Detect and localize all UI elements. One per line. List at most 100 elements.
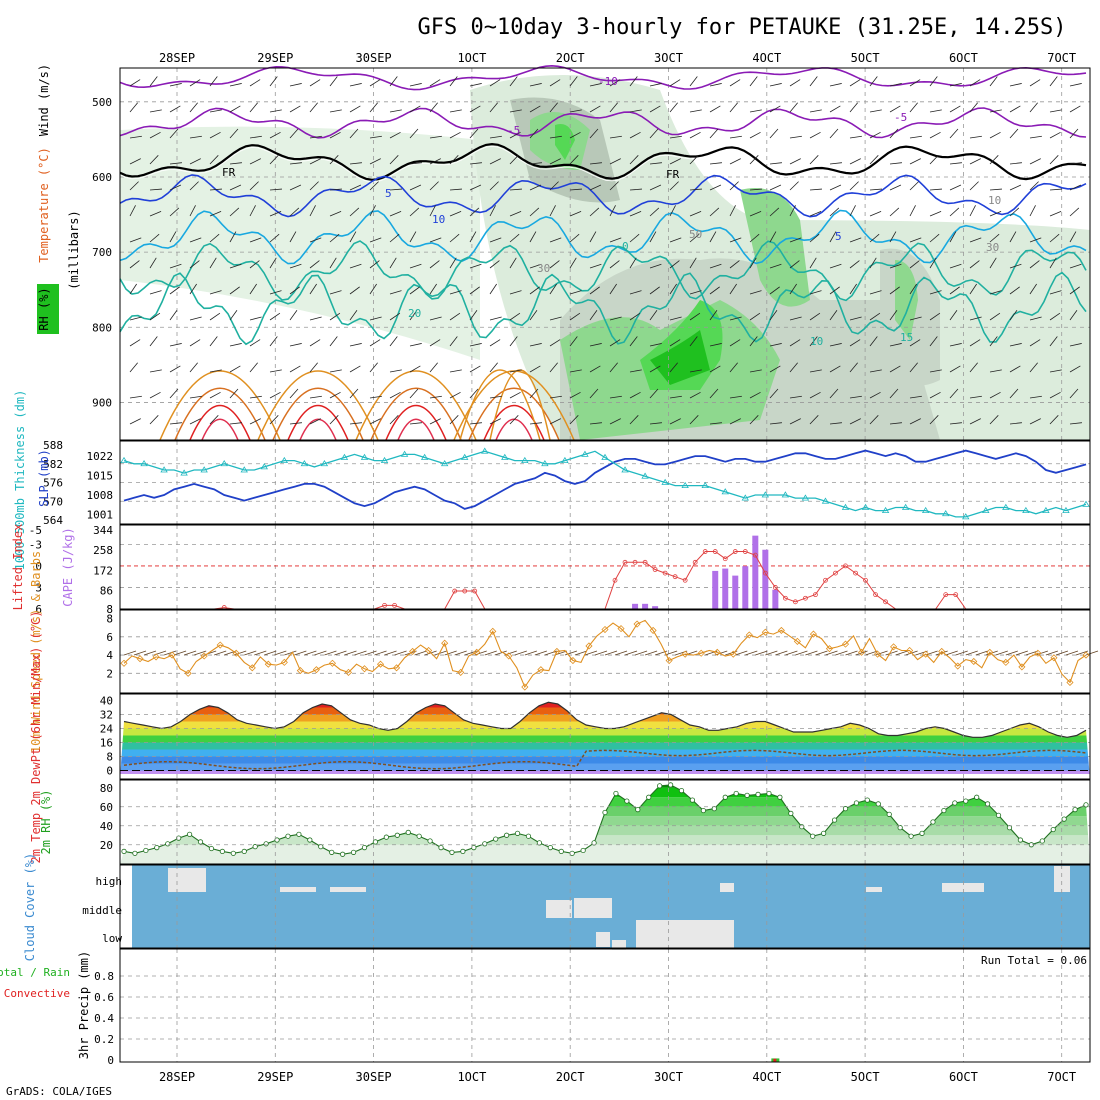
wind-barb [909,79,921,87]
wind-barb [1009,128,1019,139]
thickness-marker [821,497,830,504]
contour-minus5 [119,107,1087,139]
wind-barb [249,260,260,269]
wind-barb [129,102,138,113]
wind-barb [769,365,781,373]
wind-marker [232,649,240,657]
wind-barb [749,109,762,113]
wind-barb [795,650,808,656]
wind-barb [349,388,359,399]
wind-barb [289,83,302,87]
thickness-marker [621,466,629,473]
rh-marker [941,807,947,814]
wind-barb [969,102,978,113]
contour-warm [272,387,364,441]
wind-marker [1066,678,1074,687]
wind-barb [845,650,858,656]
wind-barb [889,422,902,425]
rh-marker [777,794,783,800]
wind-barb [189,205,196,217]
wind-marker [970,657,978,666]
wind-barb [489,395,502,399]
wind-barb [649,422,662,425]
wind-barb [494,650,507,656]
wind-barb [249,283,257,295]
wind-barb [729,79,741,87]
wind-barb [429,158,441,165]
wind-barb [129,135,142,139]
contour-15 [119,240,1087,302]
wind-barb [169,286,180,295]
wind-barb [549,205,556,217]
wind-barb [1009,365,1021,373]
contour-warm [201,418,239,441]
wind-barb [649,310,658,321]
ylabel-slp: SLP (mb) [37,449,51,507]
rh-marker [831,817,838,823]
wind-barb [469,310,478,321]
wind-barb [609,158,621,165]
wind-barb [709,128,719,139]
ytick-rh-60: 60 [100,801,113,814]
wind-barb [329,336,338,347]
li-marker [702,549,708,554]
wind-barb [749,211,762,217]
wind-marker [296,667,304,675]
wind-barb [389,391,401,399]
wind-barb [549,395,562,399]
cloud-block [280,887,316,892]
wind-barb [489,158,501,165]
wind-barb [469,286,480,295]
wind-barb [189,260,200,269]
ytick-slp-1001: 1001 [87,508,114,521]
wind-barb [729,158,741,165]
wind-barb [189,135,202,139]
thickness-marker [120,456,128,464]
wind-barb [509,155,519,165]
wind-barb [189,237,202,243]
wind-barb [829,422,842,425]
ytick-precip-0.2: 0.2 [94,1033,114,1046]
cloud-block [574,898,612,918]
rh-marker [230,850,236,856]
wind-marker [344,668,353,676]
wind-barb [889,162,902,165]
rh-marker [1017,837,1024,843]
wind-barb [649,162,662,165]
wind-marker [168,651,176,659]
wind-barb [849,205,856,217]
bottom-date-6oct: 6OCT [949,1070,978,1084]
wind-barb [849,79,861,87]
wind-barb [829,83,842,87]
wind-barb [629,290,642,295]
ylabel-rh: 2m RH (%) [39,789,53,854]
wind-barb [429,79,441,87]
wind-barb [269,109,282,113]
contour-label: FR [222,166,236,179]
wind-barb [369,79,381,87]
wind-barb [869,155,879,165]
wind-barb [149,312,161,321]
wind-barb [589,263,602,269]
wind-barb [249,205,256,217]
footer-credit: GrADS: COLA/IGES [6,1085,112,1098]
wind-barb [169,105,181,113]
wind-barb [349,310,358,321]
ytick-precip-0: 0 [107,1054,114,1067]
wind-barb [729,316,742,321]
ylabel-cloud: Cloud Cover (%) [23,853,37,961]
wind-marker [553,647,561,655]
li-marker [943,592,949,598]
wind-barb [689,109,702,113]
wind-barb [709,263,722,269]
wind-marker [184,669,192,677]
wind-barb [314,650,327,656]
temp-band [120,728,1090,736]
wind-barb [169,83,182,87]
wind-marker [136,655,144,663]
wind-barb [484,650,497,656]
cloud-block [1054,866,1070,892]
cape-bar [712,570,719,609]
wind-barb [529,231,537,243]
ylabel-thickness: 1000-500mb Thickness (dm) [13,390,27,571]
